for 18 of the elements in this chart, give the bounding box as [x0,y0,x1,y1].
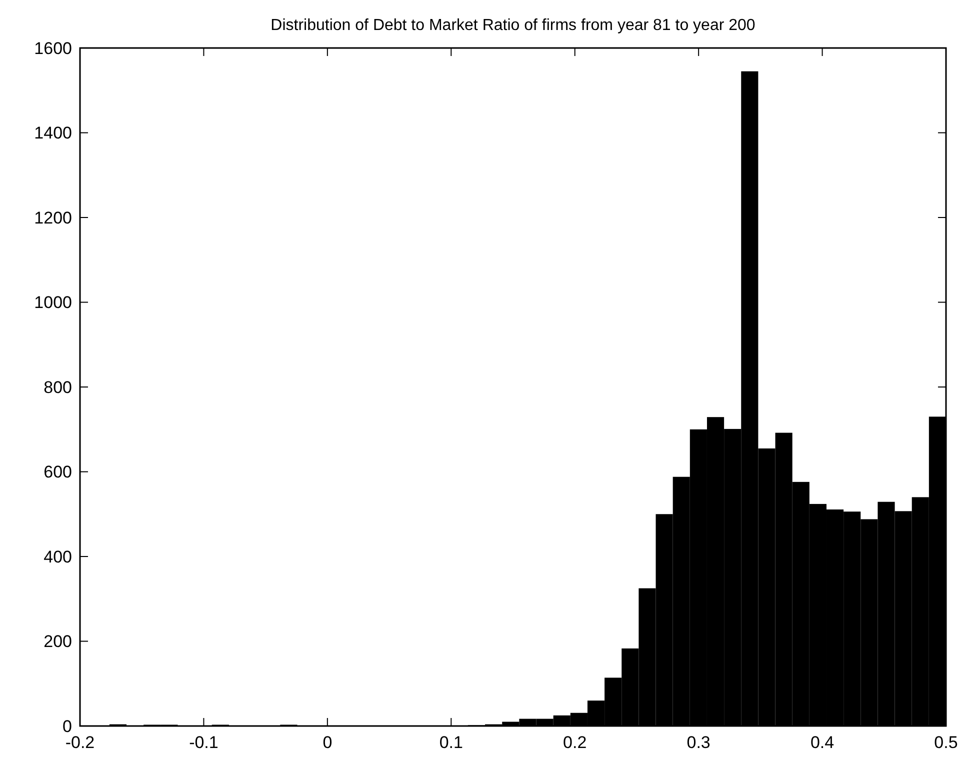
chart-title: Distribution of Debt to Market Ratio of firms from year 81 to year 200 [270,17,756,34]
y-tick-label: 1400 [34,124,72,143]
y-tick-label: 400 [44,547,72,566]
x-tick-label: 0.3 [686,733,710,752]
y-tick-label: 1000 [34,293,72,312]
x-tick-label: 0.1 [439,733,463,752]
y-tick-label: 1200 [34,208,72,228]
y-tick-label: 0 [62,716,72,736]
y-tick-label: 1600 [34,38,72,58]
y-tick-label: 600 [44,462,72,482]
x-tick-label: 0.4 [810,733,834,752]
y-tick-label: 800 [44,378,72,397]
x-tick-label: 0.5 [934,733,958,752]
y-tick-label: 200 [44,632,72,652]
x-tick-label: -0.1 [189,733,218,752]
x-tick-label: -0.2 [65,733,95,752]
x-tick-label: 0.2 [563,733,587,752]
x-tick-label: 0 [322,733,332,752]
